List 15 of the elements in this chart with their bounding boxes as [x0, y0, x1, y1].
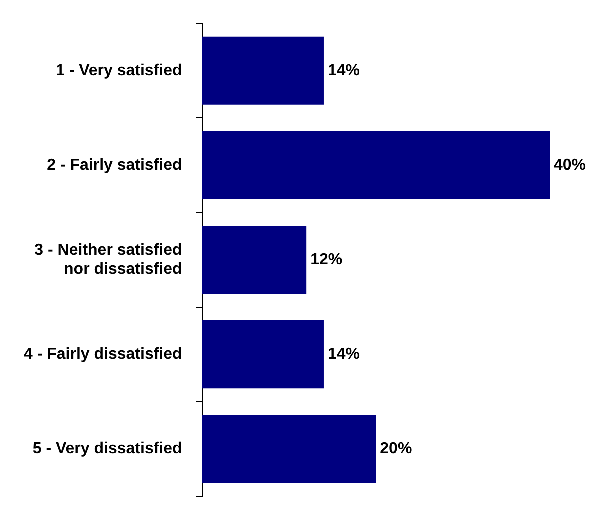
y-tick-label: 5 - Very dissatisfied — [32, 440, 182, 458]
data-label: 14% — [328, 346, 360, 363]
y-tick-label: 2 - Fairly satisfied — [47, 156, 182, 174]
data-label: 40% — [554, 156, 586, 174]
bar — [202, 226, 307, 294]
bar — [202, 415, 376, 484]
bar — [202, 131, 550, 200]
y-tick-label: 3 - Neither satisfied nor dissatisfied — [34, 242, 182, 278]
y-tick-label: 4 - Fairly dissatisfied — [24, 346, 182, 363]
data-label: 14% — [328, 62, 360, 80]
data-label: 20% — [380, 440, 412, 458]
y-tick-label: 1 - Very satisfied — [56, 62, 182, 80]
bar — [202, 36, 324, 105]
data-label: 12% — [310, 251, 343, 268]
bar — [202, 320, 324, 389]
